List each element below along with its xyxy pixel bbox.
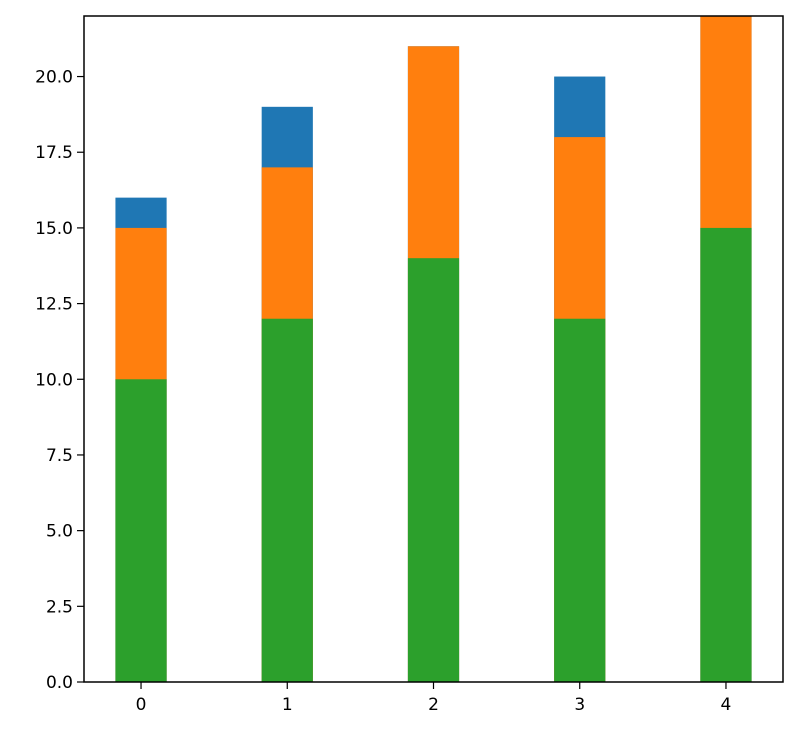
- x-tick-label: 1: [282, 695, 293, 715]
- bars-group: [115, 16, 752, 683]
- y-tick-label: 0.0: [46, 673, 73, 693]
- bar-green-3: [554, 318, 606, 682]
- x-tick-label: 4: [721, 695, 732, 715]
- y-tick-label: 15.0: [35, 219, 73, 239]
- bar-green-0: [115, 379, 167, 682]
- y-tick-label: 5.0: [46, 522, 73, 542]
- y-tick-label: 2.5: [46, 597, 73, 617]
- bar-green-1: [261, 318, 313, 682]
- y-tick-label: 17.5: [35, 143, 73, 163]
- y-tick-label: 10.0: [35, 370, 73, 390]
- y-tick-label: 7.5: [46, 446, 73, 466]
- bar-green-2: [407, 258, 460, 682]
- x-tick-label: 3: [574, 695, 585, 715]
- y-tick-label: 12.5: [35, 295, 73, 315]
- y-axis: 0.0 2.5 5.0 7.5 10.0 12.5 15.0 17.5 20.0: [35, 68, 84, 693]
- bar-green-4: [700, 227, 752, 682]
- x-tick-label: 0: [136, 695, 147, 715]
- y-tick-label: 20.0: [35, 68, 73, 88]
- x-axis: 0 1 2 3 4: [136, 682, 732, 715]
- x-tick-label: 2: [428, 695, 439, 715]
